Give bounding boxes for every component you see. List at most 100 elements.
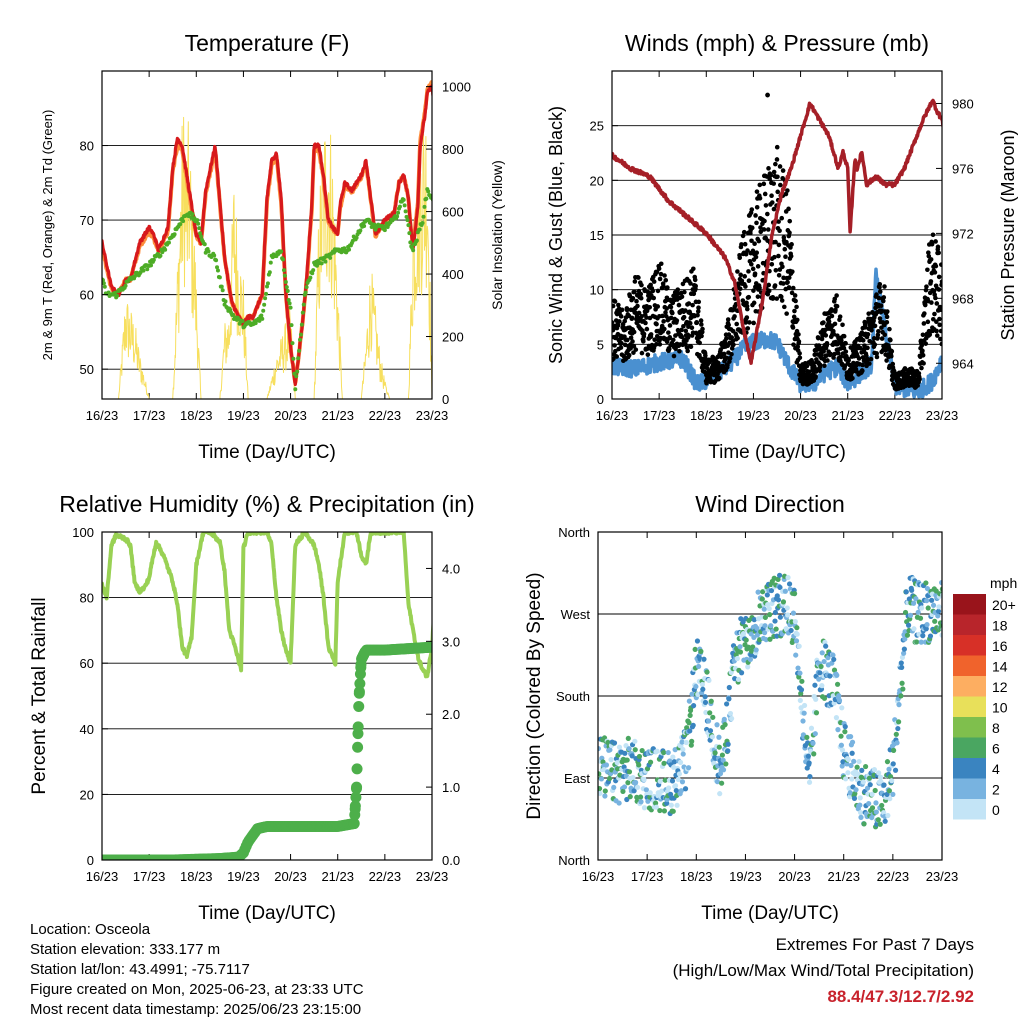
rainfall-point xyxy=(352,721,364,733)
direction-point xyxy=(703,709,709,716)
gust-point xyxy=(874,354,880,360)
gust-point xyxy=(778,294,784,300)
direction-point xyxy=(626,769,633,775)
gust-point xyxy=(626,352,632,358)
legend-label: 16 xyxy=(992,638,1008,654)
direction-point xyxy=(706,677,712,683)
gust-point xyxy=(817,362,823,368)
direction-point xyxy=(673,787,679,794)
direction-point xyxy=(860,779,866,785)
dewpoint-point xyxy=(151,257,156,262)
gust-point xyxy=(879,325,884,330)
rainfall-point xyxy=(348,818,360,830)
gust-point xyxy=(796,339,802,344)
y-tick-label: 60 xyxy=(80,288,94,303)
gust-point xyxy=(778,182,783,188)
direction-point xyxy=(929,597,935,603)
direction-point xyxy=(906,596,912,602)
gust-point xyxy=(737,255,743,261)
extremes-title: Extremes For Past 7 Days xyxy=(775,935,974,954)
direction-point xyxy=(792,618,798,625)
gust-point xyxy=(667,323,673,328)
gust-point xyxy=(863,325,868,330)
gust-point xyxy=(832,321,838,327)
direction-point xyxy=(620,788,626,795)
gust-point xyxy=(860,368,865,374)
chart-title: Wind Direction xyxy=(695,491,845,517)
direction-point xyxy=(616,800,622,806)
gust-point xyxy=(790,285,796,291)
direction-point xyxy=(654,748,660,754)
direction-point xyxy=(677,759,684,765)
gust-point xyxy=(776,242,782,248)
gust-point xyxy=(785,188,790,193)
gust-point xyxy=(741,229,747,235)
direction-point xyxy=(932,618,938,624)
solar-insolation-line xyxy=(102,116,432,399)
gust-point xyxy=(786,206,791,212)
direction-point xyxy=(767,612,773,618)
gust-point xyxy=(930,316,936,322)
rainfall-point xyxy=(354,678,366,690)
gust-point xyxy=(936,274,942,280)
direction-point xyxy=(890,791,896,797)
legend-label: 2 xyxy=(992,782,1000,798)
gust-point xyxy=(758,229,764,235)
gust-point xyxy=(782,304,787,310)
dewpoint-point xyxy=(263,296,268,301)
direction-point xyxy=(686,765,692,771)
direction-point xyxy=(839,705,845,711)
gust-point xyxy=(618,345,624,350)
dewpoint-point xyxy=(288,305,293,310)
gust-point xyxy=(882,284,887,289)
gust-point xyxy=(885,309,890,314)
x-tick-label: 18/23 xyxy=(180,869,213,884)
dewpoint-point xyxy=(304,285,309,290)
dewpoint-point xyxy=(141,268,146,273)
gust-point xyxy=(635,303,640,309)
gust-point xyxy=(746,294,752,300)
direction-point xyxy=(659,788,665,794)
dewpoint-point xyxy=(358,228,363,233)
gust-point xyxy=(790,325,796,330)
dewpoint-point xyxy=(115,293,120,298)
dewpoint-point xyxy=(284,285,289,290)
chart-title: Relative Humidity (%) & Precipitation (i… xyxy=(59,491,474,517)
gust-point xyxy=(925,319,931,325)
direction-point xyxy=(924,585,931,592)
direction-point xyxy=(849,750,855,756)
gust-point xyxy=(884,314,890,320)
x-tick-label: 22/23 xyxy=(877,869,910,884)
gust-point xyxy=(766,166,771,171)
dewpoint-point xyxy=(214,258,219,263)
dewpoint-point xyxy=(262,302,267,307)
direction-point xyxy=(766,606,772,612)
direction-point xyxy=(833,715,840,721)
gust-point xyxy=(787,218,793,224)
direction-point xyxy=(774,593,780,599)
direction-point xyxy=(836,697,843,703)
direction-point xyxy=(627,794,633,800)
direction-point xyxy=(631,788,637,794)
direction-point xyxy=(939,632,942,638)
dewpoint-point xyxy=(323,259,328,264)
gust-point xyxy=(774,144,780,150)
gust-point xyxy=(681,323,686,329)
gust-point xyxy=(815,335,821,341)
direction-point xyxy=(689,738,695,744)
gust-point xyxy=(791,342,796,347)
direction-point xyxy=(882,818,888,824)
direction-point xyxy=(902,636,908,642)
gust-point xyxy=(682,289,687,295)
direction-point xyxy=(887,774,894,780)
direction-point xyxy=(782,588,788,594)
dewpoint-point xyxy=(310,271,315,276)
gust-point xyxy=(776,253,781,259)
dewpoint-point xyxy=(190,212,195,217)
gust-point xyxy=(725,317,731,322)
direction-point xyxy=(862,763,869,770)
direction-point xyxy=(805,753,811,759)
y-tick-label: 20 xyxy=(590,173,604,188)
x-tick-label: 20/23 xyxy=(274,869,307,884)
gust-point xyxy=(685,348,690,354)
